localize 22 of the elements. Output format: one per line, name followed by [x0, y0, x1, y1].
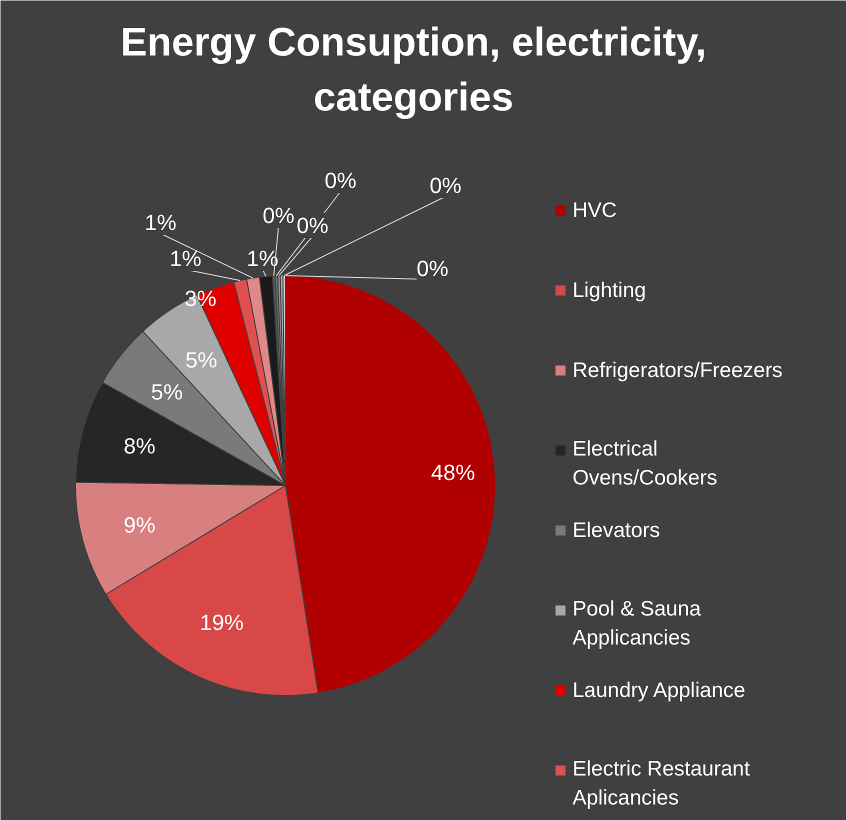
- data-label: 0%: [296, 213, 328, 238]
- legend-label: Electric Restaurant Aplicancies: [572, 758, 750, 810]
- legend-label: Laundry Appliance: [572, 679, 746, 702]
- data-label: 19%: [200, 610, 244, 636]
- data-label: 5%: [150, 379, 183, 404]
- data-label: 1%: [170, 246, 202, 271]
- data-label: 0%: [262, 203, 294, 228]
- legend-label: Refrigerators/Freezers: [572, 359, 783, 382]
- legend-label: Electrical Ovens/Cookers: [572, 438, 718, 490]
- data-label: 48%: [430, 460, 476, 485]
- legend-label: Lighting: [572, 279, 646, 302]
- data-label: 5%: [185, 347, 218, 372]
- data-label: 8%: [124, 433, 156, 458]
- legend-label: Elevators: [572, 519, 660, 542]
- legend-label: HVC: [572, 199, 617, 222]
- data-label: 9%: [124, 512, 156, 538]
- data-label: 0%: [416, 256, 448, 281]
- data-label: 0%: [430, 173, 462, 198]
- legend-label: Pool & Sauna Applicancies: [572, 598, 702, 650]
- data-label: 1%: [144, 210, 176, 235]
- data-label: 0%: [324, 168, 356, 193]
- chart-title: Energy Consuption, electricity, categories: [120, 20, 707, 120]
